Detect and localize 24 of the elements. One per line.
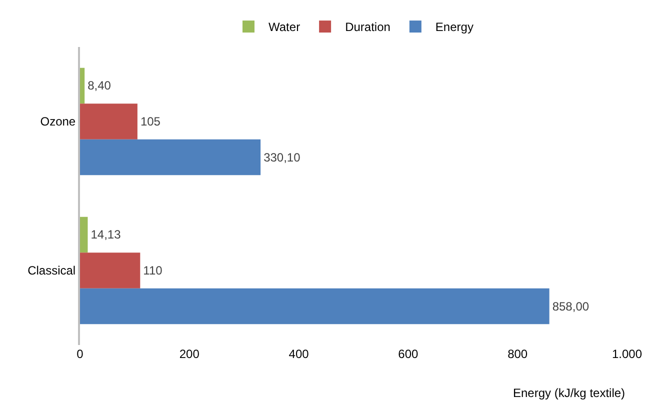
bar <box>80 139 261 176</box>
data-label: 858,00 <box>552 299 590 314</box>
x-tick-label: 1.000 <box>612 347 642 361</box>
bar <box>80 68 85 104</box>
y-tick-label: Ozone <box>40 114 76 129</box>
data-label: 14,13 <box>90 228 122 242</box>
legend-label: Energy <box>435 20 474 34</box>
bar <box>80 288 550 324</box>
data-label: 8,40 <box>88 78 112 93</box>
bar <box>80 104 138 140</box>
x-tick-label: 400 <box>288 347 310 361</box>
legend-label: Water <box>268 20 300 34</box>
x-tick-label: 800 <box>508 347 528 361</box>
data-label: 110 <box>143 264 163 278</box>
x-tick-label: 200 <box>179 347 200 361</box>
x-tick-label: 600 <box>398 347 419 361</box>
legend-label: Duration <box>345 20 390 34</box>
y-tick-label: Classical <box>28 264 76 278</box>
data-label: 105 <box>140 114 161 128</box>
x-axis-title: Energy (kJ/kg textile) <box>513 386 626 400</box>
x-tick-label: 0 <box>76 347 84 361</box>
bar <box>80 252 140 288</box>
data-label: 330,10 <box>264 150 301 164</box>
bar <box>80 216 88 253</box>
